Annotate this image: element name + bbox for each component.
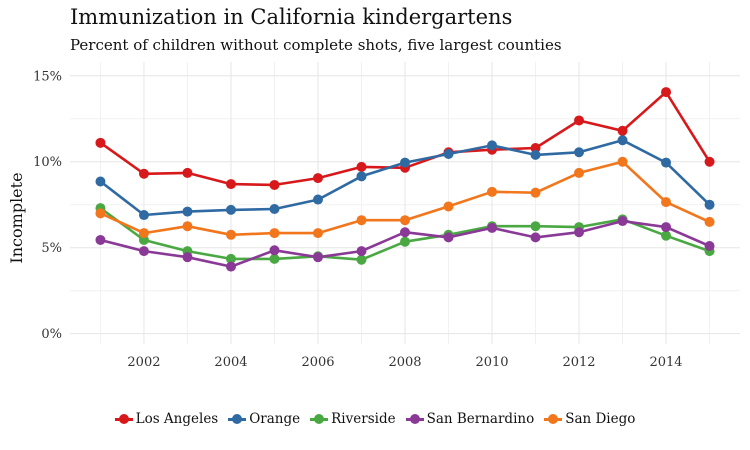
- data-point-san-bernardino: [182, 252, 193, 263]
- data-point-los-angeles: [661, 87, 672, 98]
- data-point-riverside: [530, 221, 541, 232]
- chart-title: Immunization in California kindergartens: [70, 5, 513, 29]
- legend-item-san-bernardino: San Bernardino: [405, 411, 535, 427]
- data-point-orange: [269, 204, 280, 215]
- data-point-los-angeles: [704, 156, 715, 167]
- series-layer: [95, 87, 715, 272]
- data-point-los-angeles: [95, 137, 106, 148]
- data-point-riverside: [138, 234, 149, 245]
- data-point-orange: [182, 206, 193, 217]
- x-tick-label: 2004: [214, 355, 247, 370]
- legend-item-los-angeles: Los Angeles: [114, 411, 219, 427]
- legend-key-los-angeles: [114, 413, 133, 425]
- legend-item-san-diego: San Diego: [544, 411, 635, 427]
- data-point-san-bernardino: [574, 227, 585, 238]
- data-point-los-angeles: [617, 125, 628, 136]
- x-tick-label: 2006: [301, 355, 334, 370]
- data-point-san-bernardino: [269, 245, 280, 256]
- data-point-san-diego: [574, 167, 585, 178]
- data-point-san-diego: [312, 228, 323, 239]
- legend-label: San Diego: [565, 411, 636, 427]
- data-point-orange: [487, 140, 498, 151]
- legend-key-riverside: [310, 413, 329, 425]
- x-tick-label: 2012: [562, 355, 595, 370]
- data-point-san-diego: [95, 208, 106, 219]
- data-point-riverside: [225, 253, 236, 264]
- data-point-san-bernardino: [312, 252, 323, 263]
- x-tick-label: 2008: [388, 355, 421, 370]
- data-point-san-diego: [704, 216, 715, 227]
- y-axis-label: Incomplete: [7, 172, 26, 263]
- data-point-san-diego: [138, 228, 149, 239]
- data-point-san-diego: [443, 201, 454, 212]
- data-point-san-bernardino: [661, 222, 672, 233]
- data-point-san-bernardino: [487, 222, 498, 233]
- data-point-san-diego: [661, 197, 672, 208]
- y-axis-tick-labels: 0% 5% 10% 15%: [33, 69, 62, 342]
- legend-item-orange: Orange: [228, 411, 300, 427]
- data-point-orange: [617, 135, 628, 146]
- legend-key-san-diego: [544, 413, 563, 425]
- major-gridlines: [70, 62, 740, 344]
- data-point-los-angeles: [574, 115, 585, 126]
- data-point-orange: [312, 194, 323, 205]
- x-axis-tick-labels: 2002 2004 2006 2008 2010 2012 2014: [127, 355, 682, 370]
- data-point-riverside: [356, 254, 367, 265]
- data-point-riverside: [661, 230, 672, 241]
- data-point-los-angeles: [356, 161, 367, 172]
- data-point-san-bernardino: [617, 216, 628, 227]
- y-tick-label: 0%: [41, 327, 62, 342]
- data-point-san-diego: [182, 221, 193, 232]
- data-point-san-bernardino: [443, 232, 454, 243]
- legend-label: Los Angeles: [135, 411, 219, 427]
- data-point-orange: [704, 199, 715, 210]
- legend-label: Riverside: [331, 411, 396, 427]
- x-tick-label: 2002: [127, 355, 160, 370]
- data-point-orange: [661, 157, 672, 168]
- data-point-orange: [225, 204, 236, 215]
- data-point-los-angeles: [312, 173, 323, 184]
- legend-label: San Bernardino: [426, 411, 535, 427]
- chart-subtitle: Percent of children without complete sho…: [70, 36, 562, 54]
- legend: Los Angeles Orange Riverside San Bernardino…: [0, 411, 750, 427]
- y-tick-label: 10%: [33, 155, 62, 170]
- data-point-san-diego: [530, 187, 541, 198]
- data-point-los-angeles: [182, 167, 193, 178]
- data-point-orange: [356, 171, 367, 182]
- y-tick-label: 15%: [33, 69, 62, 84]
- data-point-riverside: [400, 236, 410, 247]
- data-point-san-bernardino: [138, 246, 149, 257]
- data-point-san-diego: [225, 229, 236, 240]
- data-point-orange: [400, 157, 410, 168]
- data-point-san-diego: [487, 186, 498, 197]
- data-point-san-bernardino: [530, 232, 541, 243]
- y-tick-label: 5%: [41, 241, 62, 256]
- data-point-san-bernardino: [400, 227, 410, 238]
- data-point-san-bernardino: [704, 240, 715, 251]
- x-tick-label: 2010: [475, 355, 508, 370]
- data-point-los-angeles: [269, 179, 280, 190]
- data-point-san-diego: [617, 156, 628, 167]
- data-point-los-angeles: [138, 168, 149, 179]
- data-point-los-angeles: [530, 142, 541, 153]
- data-point-los-angeles: [225, 179, 236, 190]
- data-point-orange: [530, 149, 541, 160]
- data-point-san-diego: [356, 215, 367, 226]
- data-point-orange: [443, 148, 454, 159]
- legend-key-san-bernardino: [405, 413, 424, 425]
- x-tick-label: 2014: [649, 355, 682, 370]
- data-point-san-diego: [269, 228, 280, 239]
- data-point-orange: [138, 210, 149, 221]
- legend-label: Orange: [249, 411, 301, 427]
- data-point-san-bernardino: [225, 261, 236, 272]
- data-point-orange: [574, 147, 585, 158]
- data-point-orange: [95, 176, 106, 187]
- data-point-san-bernardino: [95, 234, 106, 245]
- data-point-san-bernardino: [356, 246, 367, 257]
- data-point-san-diego: [400, 215, 410, 226]
- legend-key-orange: [228, 413, 247, 425]
- legend-item-riverside: Riverside: [310, 411, 396, 427]
- data-point-riverside: [269, 253, 280, 264]
